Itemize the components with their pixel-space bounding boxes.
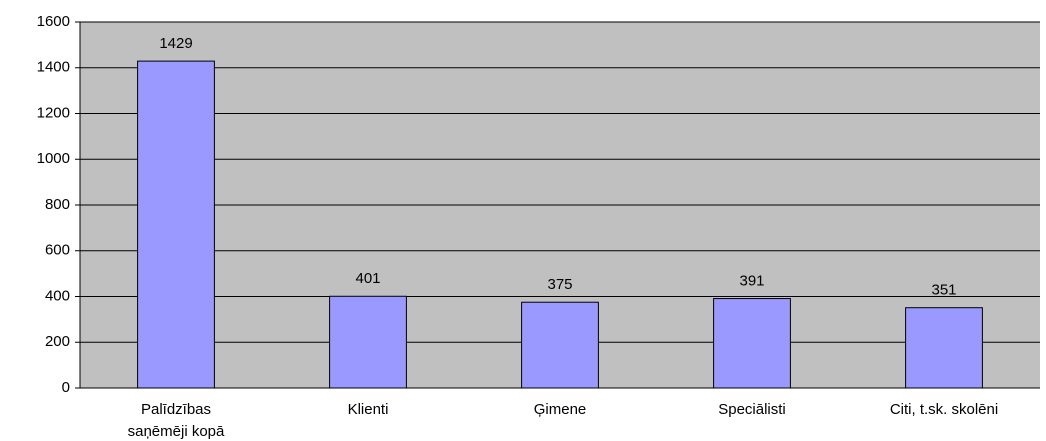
data-label: 375: [547, 276, 572, 293]
y-tick-label: 1600: [37, 13, 70, 30]
x-tick-label: Klienti: [347, 401, 389, 418]
y-tick-label: 1200: [37, 104, 70, 121]
y-tick-label: 1400: [37, 59, 70, 76]
x-tick-label: Citi, t.sk. skolēni: [889, 401, 999, 418]
bar: [137, 60, 215, 389]
bar: [905, 307, 983, 389]
data-label: 401: [355, 270, 380, 287]
data-label: 1429: [159, 35, 192, 52]
y-tick-label: 200: [45, 333, 70, 350]
x-tick-label: Palīdzības saņēmēji kopā: [127, 401, 225, 440]
x-tick-label: Speciālisti: [718, 401, 786, 418]
x-tick-label: Ģimene: [533, 401, 587, 418]
bar: [329, 295, 407, 389]
bar: [713, 298, 791, 389]
data-label: 351: [931, 282, 956, 299]
bar: [521, 301, 599, 389]
y-tick-label: 0: [62, 379, 70, 396]
y-tick-label: 600: [45, 242, 70, 259]
data-label: 391: [739, 273, 764, 290]
y-tick-label: 800: [45, 196, 70, 213]
y-tick-label: 400: [45, 287, 70, 304]
y-tick-label: 1000: [37, 150, 70, 167]
